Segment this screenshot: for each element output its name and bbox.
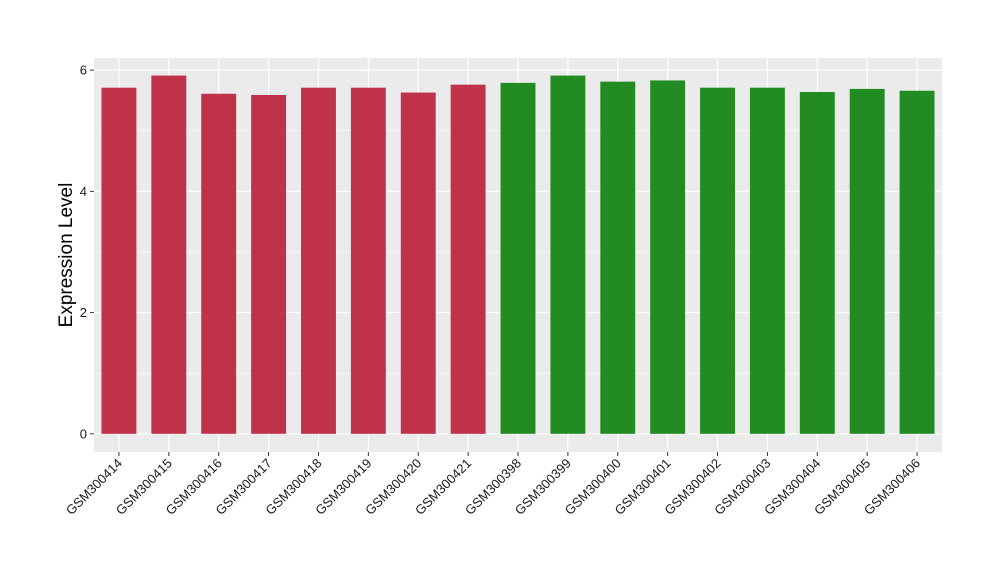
y-tick-label: 0 bbox=[80, 426, 87, 441]
bar-GSM300420 bbox=[400, 92, 436, 434]
bar-GSM300402 bbox=[700, 87, 735, 434]
y-tick-label: 6 bbox=[80, 63, 87, 78]
bar-GSM300416 bbox=[201, 93, 237, 434]
bar-GSM300421 bbox=[450, 84, 486, 434]
y-axis: 0 2 4 6 bbox=[80, 63, 94, 441]
bar-GSM300418 bbox=[301, 87, 336, 434]
bar-GSM300398 bbox=[500, 82, 536, 434]
bar-GSM300401 bbox=[650, 80, 686, 434]
y-tick-label: 4 bbox=[80, 184, 87, 199]
bar-GSM300405 bbox=[849, 88, 885, 434]
bar-GSM300415 bbox=[151, 75, 187, 434]
bar-GSM300417 bbox=[251, 94, 287, 434]
x-axis: GSM300414GSM300415GSM300416GSM300417GSM3… bbox=[63, 452, 923, 518]
bar-GSM300399 bbox=[550, 75, 586, 434]
bar-GSM300403 bbox=[749, 87, 785, 434]
bar-GSM300414 bbox=[101, 87, 137, 434]
y-tick-label: 2 bbox=[80, 305, 87, 320]
y-axis-title: Expression Level bbox=[56, 183, 77, 328]
bar-GSM300419 bbox=[350, 87, 386, 434]
bar-GSM300406 bbox=[899, 90, 935, 434]
bars bbox=[101, 75, 935, 434]
bar-GSM300400 bbox=[600, 81, 636, 434]
bar-GSM300404 bbox=[799, 91, 835, 434]
